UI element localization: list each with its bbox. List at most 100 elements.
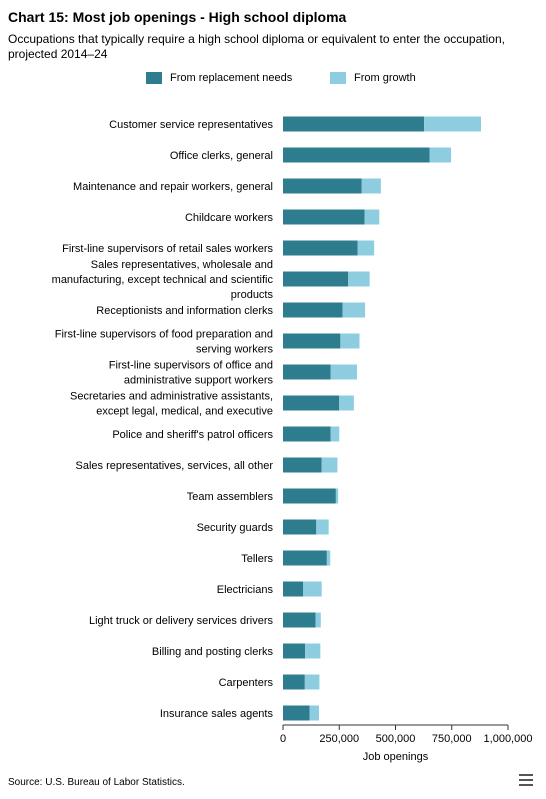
category-label-line: Sales representatives, services, all oth… bbox=[76, 460, 274, 472]
bar-growth[interactable] bbox=[429, 147, 452, 163]
bar-replacement[interactable] bbox=[283, 147, 430, 163]
category-label-line: serving workers bbox=[196, 344, 274, 356]
category-label: Office clerks, general bbox=[170, 150, 273, 162]
category-label-line: First-line supervisors of food preparati… bbox=[55, 329, 273, 341]
category-label-line: Team assemblers bbox=[187, 491, 274, 503]
category-label: Police and sheriff's patrol officers bbox=[112, 429, 273, 441]
category-label-line: products bbox=[231, 289, 274, 301]
bar-replacement[interactable] bbox=[283, 302, 343, 318]
category-label: Sales representatives, services, all oth… bbox=[76, 460, 274, 472]
category-label-line: Police and sheriff's patrol officers bbox=[112, 429, 273, 441]
menu-line bbox=[519, 784, 533, 786]
category-label-line: Electricians bbox=[217, 584, 274, 596]
category-label: First-line supervisors of retail sales w… bbox=[62, 243, 273, 255]
bar-growth[interactable] bbox=[364, 209, 380, 225]
category-label-line: Office clerks, general bbox=[170, 150, 273, 162]
bar-replacement[interactable] bbox=[283, 333, 341, 349]
x-tick-label: 0 bbox=[280, 733, 286, 745]
legend-label-growth: From growth bbox=[354, 72, 416, 84]
legend-item-growth[interactable]: From growth bbox=[330, 72, 416, 84]
category-label-line: manufacturing, except technical and scie… bbox=[52, 274, 274, 286]
category-label-line: administrative support workers bbox=[124, 375, 274, 387]
source-note: Source: U.S. Bureau of Labor Statistics. bbox=[8, 777, 185, 788]
bar-replacement[interactable] bbox=[283, 209, 365, 225]
x-tick-label: 750,000 bbox=[432, 733, 472, 745]
category-label-line: Security guards bbox=[197, 522, 274, 534]
bar-replacement[interactable] bbox=[283, 457, 322, 473]
category-label: Electricians bbox=[217, 584, 274, 596]
category-label: Childcare workers bbox=[185, 212, 274, 224]
menu-line bbox=[519, 774, 533, 776]
category-label-line: Maintenance and repair workers, general bbox=[73, 181, 273, 193]
bar-growth[interactable] bbox=[316, 519, 329, 535]
category-label-line: First-line supervisors of office and bbox=[109, 360, 273, 372]
hamburger-menu-icon[interactable] bbox=[519, 774, 533, 788]
x-axis-title: Job openings bbox=[363, 751, 429, 763]
category-label: Maintenance and repair workers, general bbox=[73, 181, 273, 193]
bar-growth[interactable] bbox=[361, 178, 381, 194]
bar-replacement[interactable] bbox=[283, 395, 340, 411]
chart-title: Chart 15: Most job openings - High schoo… bbox=[8, 9, 347, 25]
category-label-line: Sales representatives, wholesale and bbox=[91, 259, 273, 271]
bar-replacement[interactable] bbox=[283, 550, 327, 566]
bar-replacement[interactable] bbox=[283, 519, 317, 535]
category-label: Receptionists and information clerks bbox=[96, 305, 273, 317]
bar-growth[interactable] bbox=[348, 271, 370, 287]
bar-growth[interactable] bbox=[315, 612, 321, 628]
bar-growth[interactable] bbox=[330, 426, 340, 442]
category-label-line: Receptionists and information clerks bbox=[96, 305, 273, 317]
x-tick-label: 500,000 bbox=[376, 733, 416, 745]
category-label-line: Light truck or delivery services drivers bbox=[89, 615, 274, 627]
bar-growth[interactable] bbox=[340, 333, 360, 349]
bar-growth[interactable] bbox=[326, 550, 331, 566]
category-label-line: Tellers bbox=[241, 553, 273, 565]
category-label-line: Childcare workers bbox=[185, 212, 274, 224]
category-label: Sales representatives, wholesale and manu… bbox=[52, 259, 274, 301]
category-label: Secretaries and administrative assistant… bbox=[70, 391, 273, 418]
bar-growth[interactable] bbox=[424, 116, 481, 132]
category-label: Carpenters bbox=[219, 677, 274, 689]
bar-growth[interactable] bbox=[309, 705, 319, 721]
bar-replacement[interactable] bbox=[283, 705, 310, 721]
bar-growth[interactable] bbox=[303, 581, 322, 597]
bar-replacement[interactable] bbox=[283, 581, 304, 597]
bar-replacement[interactable] bbox=[283, 240, 358, 256]
bar-growth[interactable] bbox=[304, 674, 320, 690]
legend-item-replacement[interactable]: From replacement needs bbox=[146, 72, 292, 84]
menu-line bbox=[519, 779, 533, 781]
bar-chart: Customer service representatives Office c… bbox=[52, 116, 533, 763]
bar-growth[interactable] bbox=[305, 643, 321, 659]
category-label-line: Billing and posting clerks bbox=[152, 646, 274, 658]
category-label: First-line supervisors of food preparati… bbox=[55, 329, 274, 356]
bar-growth[interactable] bbox=[342, 302, 366, 318]
category-label-line: Insurance sales agents bbox=[160, 708, 274, 720]
bar-growth[interactable] bbox=[335, 488, 339, 504]
bar-growth[interactable] bbox=[330, 364, 358, 380]
category-label: Light truck or delivery services drivers bbox=[89, 615, 274, 627]
category-label: Team assemblers bbox=[187, 491, 274, 503]
bar-growth[interactable] bbox=[357, 240, 375, 256]
bar-replacement[interactable] bbox=[283, 271, 349, 287]
category-label: Customer service representatives bbox=[109, 119, 273, 131]
category-label-line: Carpenters bbox=[219, 677, 274, 689]
category-label-line: Secretaries and administrative assistant… bbox=[70, 391, 273, 403]
bar-replacement[interactable] bbox=[283, 116, 425, 132]
category-label: Tellers bbox=[241, 553, 273, 565]
bar-replacement[interactable] bbox=[283, 643, 306, 659]
bar-replacement[interactable] bbox=[283, 364, 331, 380]
x-tick-label: 1,000,000 bbox=[484, 733, 533, 745]
category-label-line: First-line supervisors of retail sales w… bbox=[62, 243, 273, 255]
bar-replacement[interactable] bbox=[283, 488, 336, 504]
category-label: Insurance sales agents bbox=[160, 708, 274, 720]
bar-replacement[interactable] bbox=[283, 426, 331, 442]
bar-replacement[interactable] bbox=[283, 612, 316, 628]
bar-growth[interactable] bbox=[339, 395, 354, 411]
chart-legend: From replacement needs From growth bbox=[0, 72, 546, 90]
category-label: Security guards bbox=[197, 522, 274, 534]
bar-growth[interactable] bbox=[321, 457, 338, 473]
bar-replacement[interactable] bbox=[283, 178, 362, 194]
legend-label-replacement: From replacement needs bbox=[170, 72, 293, 84]
legend-swatch-growth bbox=[330, 72, 346, 84]
bar-replacement[interactable] bbox=[283, 674, 305, 690]
category-label-line: Customer service representatives bbox=[109, 119, 273, 131]
